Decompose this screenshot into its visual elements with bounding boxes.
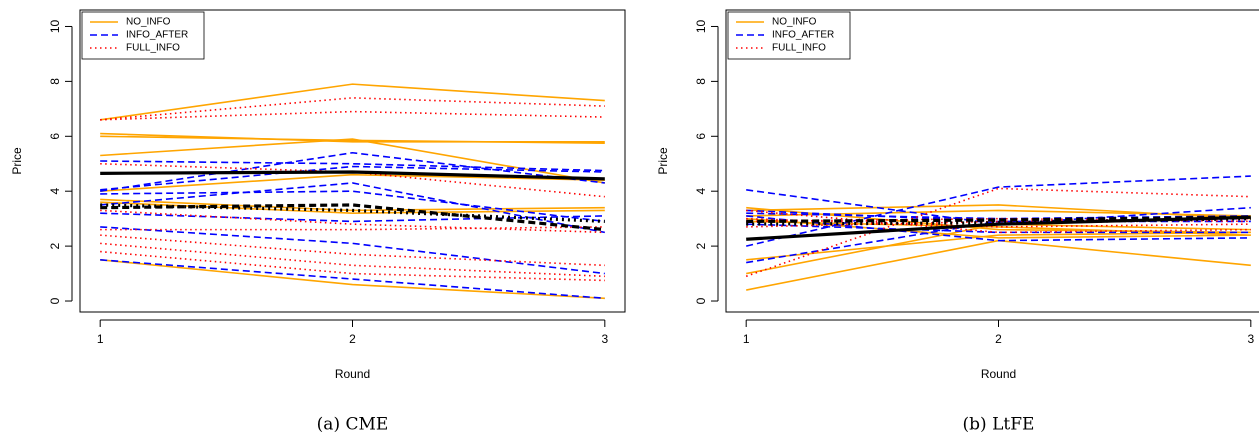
- mean-line: [100, 203, 605, 232]
- series-line: [746, 215, 1251, 242]
- x-tick-label: 2: [995, 332, 1002, 346]
- y-tick-label: 8: [48, 78, 62, 85]
- series-line: [100, 226, 605, 275]
- series-line: [746, 206, 1251, 234]
- caption: (a) CME: [317, 415, 389, 435]
- series-line: [746, 209, 1251, 234]
- series-line: [746, 209, 1251, 217]
- series-line: [100, 173, 605, 192]
- series-line: [746, 239, 1251, 291]
- series-line: [100, 242, 605, 278]
- y-tick-label: 2: [48, 242, 62, 249]
- y-tick-label: 2: [694, 242, 708, 249]
- series-line: [100, 165, 605, 191]
- y-tick-label: 0: [694, 297, 708, 304]
- series-line: [100, 234, 605, 267]
- legend-label: FULL_INFO: [126, 43, 180, 54]
- series-line: [746, 231, 1251, 261]
- series-line: [746, 175, 1251, 247]
- x-tick-label: 3: [601, 332, 608, 346]
- mean-line: [746, 217, 1251, 226]
- plot-frame: [725, 9, 1259, 313]
- x-tick-label: 1: [743, 332, 750, 346]
- x-tick-label: 1: [97, 332, 104, 346]
- series-line: [100, 226, 605, 231]
- series-line: [746, 217, 1251, 228]
- legend-label: FULL_INFO: [772, 43, 826, 54]
- x-tick-label: 3: [1247, 332, 1254, 346]
- legend-label: NO_INFO: [126, 17, 171, 28]
- series-line: [100, 160, 605, 172]
- plot-frame: [79, 9, 626, 313]
- series-line: [100, 190, 605, 223]
- series-line: [100, 250, 605, 282]
- legend-label: NO_INFO: [772, 17, 817, 28]
- y-tick-label: 10: [694, 19, 708, 33]
- y-tick-label: 6: [48, 133, 62, 140]
- series-line: [100, 83, 605, 121]
- series-line: [100, 151, 605, 192]
- y-tick-label: 4: [694, 188, 708, 195]
- mean-line: [100, 170, 605, 181]
- legend-label: INFO_AFTER: [772, 30, 834, 41]
- mean-line: [746, 215, 1251, 223]
- mean-line: [100, 203, 605, 223]
- series-line: [100, 259, 605, 300]
- y-tick-label: 10: [48, 19, 62, 33]
- x-tick-label: 2: [349, 332, 356, 346]
- legend-label: INFO_AFTER: [126, 30, 188, 41]
- x-axis-label: Round: [981, 367, 1016, 381]
- series-line: [100, 182, 605, 234]
- series-line: [100, 110, 605, 121]
- y-axis-label: Price: [10, 147, 24, 175]
- caption: (b) LtFE: [963, 415, 1035, 435]
- y-tick-label: 6: [694, 133, 708, 140]
- series-line: [100, 135, 605, 144]
- series-line: [745, 187, 1251, 278]
- series-line: [100, 162, 605, 198]
- series-line: [746, 223, 1251, 234]
- y-tick-label: 0: [48, 297, 62, 304]
- y-tick-label: 8: [694, 78, 708, 85]
- y-axis-label: Price: [656, 147, 670, 175]
- x-axis-label: Round: [335, 367, 370, 381]
- series-line: [100, 259, 605, 300]
- y-tick-label: 4: [48, 188, 62, 195]
- series-line: [100, 209, 605, 234]
